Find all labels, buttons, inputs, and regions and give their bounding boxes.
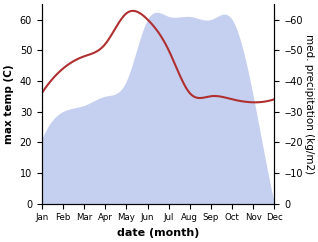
X-axis label: date (month): date (month) (117, 228, 199, 238)
Y-axis label: max temp (C): max temp (C) (4, 64, 14, 144)
Y-axis label: med. precipitation (kg/m2): med. precipitation (kg/m2) (304, 34, 314, 174)
